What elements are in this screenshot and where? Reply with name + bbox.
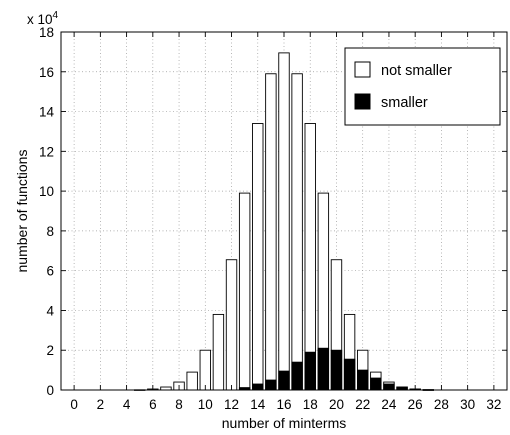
x-tick-label: 16 [276,397,291,412]
x-tick-label: 30 [460,397,475,412]
x-tick-label: 2 [97,397,105,412]
x-tick-label: 26 [408,397,423,412]
bar-smaller [330,349,343,391]
x-axis-title: number of minterms [222,415,346,431]
legend-swatch-smaller [354,93,371,110]
x-tick-label: 14 [250,397,266,412]
x-tick-label: 6 [149,397,157,412]
y-tick-label: 18 [39,25,54,40]
legend-swatch-not-smaller [354,61,371,78]
bar-not-smaller [225,259,238,391]
legend: not smaller smaller [344,47,501,126]
x-tick-label: 12 [224,397,239,412]
x-tick-labels: 0 2 4 6 8 10 12 14 16 18 20 22 24 26 28 30 32 [70,397,501,412]
x-tick-label: 24 [381,397,397,412]
y-tick-label: 0 [46,383,54,398]
bar-not-smaller [212,313,225,391]
y-tick-label: 16 [39,65,54,80]
bar-smaller [304,351,316,391]
bar-smaller [343,358,356,391]
bar-smaller [370,377,382,391]
x-tick-label: 22 [355,397,370,412]
x-tick-label: 28 [434,397,449,412]
bar-not-smaller [199,349,211,391]
y-tick-label: 14 [39,105,55,120]
bar-smaller [317,347,330,391]
legend-box [344,47,501,126]
bar-not-smaller [252,123,264,391]
legend-label-not-smaller: not smaller [381,63,452,79]
x-tick-label: 4 [123,397,131,412]
x-tick-label: 0 [70,397,78,412]
y-tick-label: 2 [46,343,54,358]
y-tick-label: 12 [39,144,54,159]
x-tick-label: 20 [329,397,344,412]
bar-not-smaller [304,123,316,391]
bar-not-smaller [291,73,303,391]
x-tick-label: 10 [198,397,213,412]
y-tick-label: 10 [39,184,54,199]
plot-frame [60,31,508,391]
y-multiplier: x 104 [27,10,59,27]
bar-smaller [291,361,303,391]
bar-not-smaller [265,73,277,391]
axis-ticks [61,31,507,391]
x-tick-label: 32 [486,397,501,412]
bar-smaller [265,379,277,391]
y-tick-label: 4 [46,303,54,318]
y-axis-title: number of functions [14,150,30,273]
y-tick-label: 6 [46,264,54,279]
bar-not-smaller [278,52,290,391]
x-tick-label: 18 [303,397,318,412]
bar-not-smaller [186,371,198,391]
y-tick-label: 8 [46,224,54,239]
x-tick-label: 8 [175,397,183,412]
legend-label-smaller: smaller [381,95,428,111]
y-tick-labels: 0 2 4 6 8 10 12 14 16 18 [39,25,55,398]
bar-not-smaller [238,192,251,391]
